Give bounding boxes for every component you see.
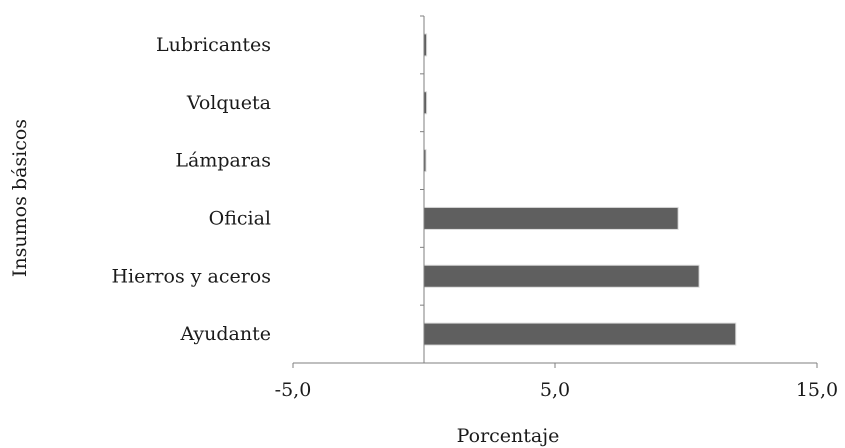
category-label: Lubricantes xyxy=(156,34,271,56)
bar xyxy=(423,322,737,346)
bar xyxy=(423,206,679,230)
y-ticks-group xyxy=(420,15,424,364)
category-label: Lámparas xyxy=(175,150,271,172)
category-labels-group: Lubricantes Volqueta Lámparas Oficial Hierro… xyxy=(111,34,271,345)
category-label: Hierros y aceros xyxy=(111,265,271,287)
category-label: Ayudante xyxy=(179,323,271,345)
y-axis-title: Insumos básicos xyxy=(9,119,31,277)
x-tick-label: 15,0 xyxy=(796,379,838,401)
x-tick-label: 5,0 xyxy=(540,379,570,401)
x-axis-title: Porcentaje xyxy=(457,425,560,447)
bars-group xyxy=(423,33,737,346)
x-tick-label: -5,0 xyxy=(275,379,312,401)
category-label: Volqueta xyxy=(186,92,271,114)
x-ticks-group: -5,0 5,0 15,0 xyxy=(275,363,838,401)
bar xyxy=(423,264,700,288)
category-label: Oficial xyxy=(209,207,271,229)
